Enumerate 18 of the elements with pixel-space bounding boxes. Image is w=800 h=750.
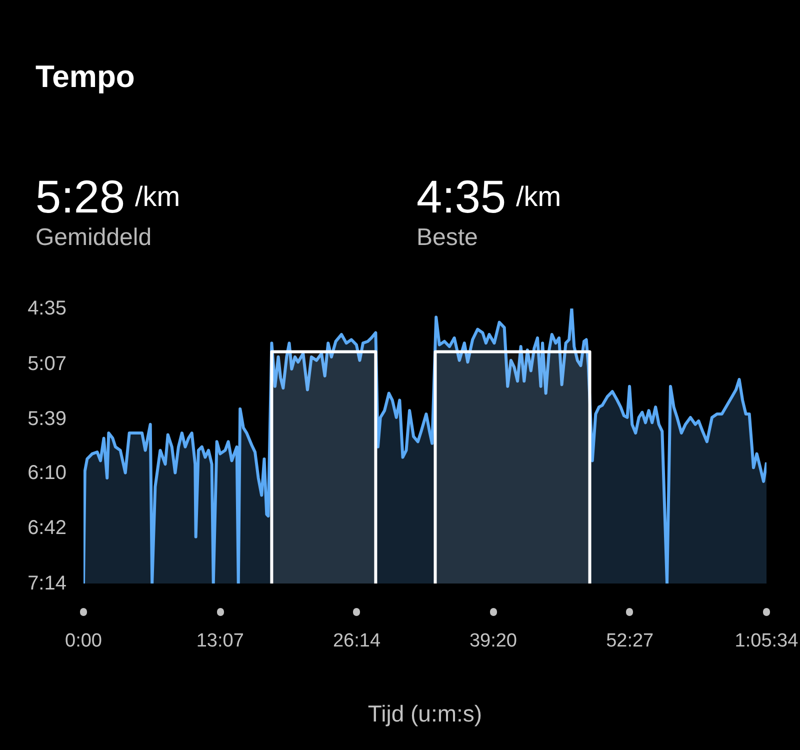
y-tick-label: 5:07 [28, 352, 67, 375]
text: 5:28 /km [36, 170, 180, 222]
text: 4:35 /km [416, 170, 562, 222]
chart-title: Tempo [36, 59, 135, 94]
text: Gemiddeld [36, 224, 152, 251]
y-tick-label: 6:10 [28, 462, 67, 484]
x-tick-label: 39:20 [469, 630, 518, 652]
y-tick-label: 6:42 [28, 517, 67, 540]
x-tick-label: 13:07 [196, 630, 244, 652]
x-tick-label: 0:00 [65, 630, 102, 652]
text: Beste [416, 224, 478, 251]
y-tick-label: 4:35 [28, 298, 67, 320]
x-tick-label: 52:27 [606, 630, 654, 652]
x-tick-label: 26:14 [332, 630, 381, 652]
x-tick-label: 1:05:34 [734, 630, 799, 652]
y-tick-label: 7:14 [28, 572, 67, 594]
x-axis-title: Tijd (u:m:s) [368, 700, 482, 726]
y-tick-label: 5:39 [28, 408, 67, 430]
